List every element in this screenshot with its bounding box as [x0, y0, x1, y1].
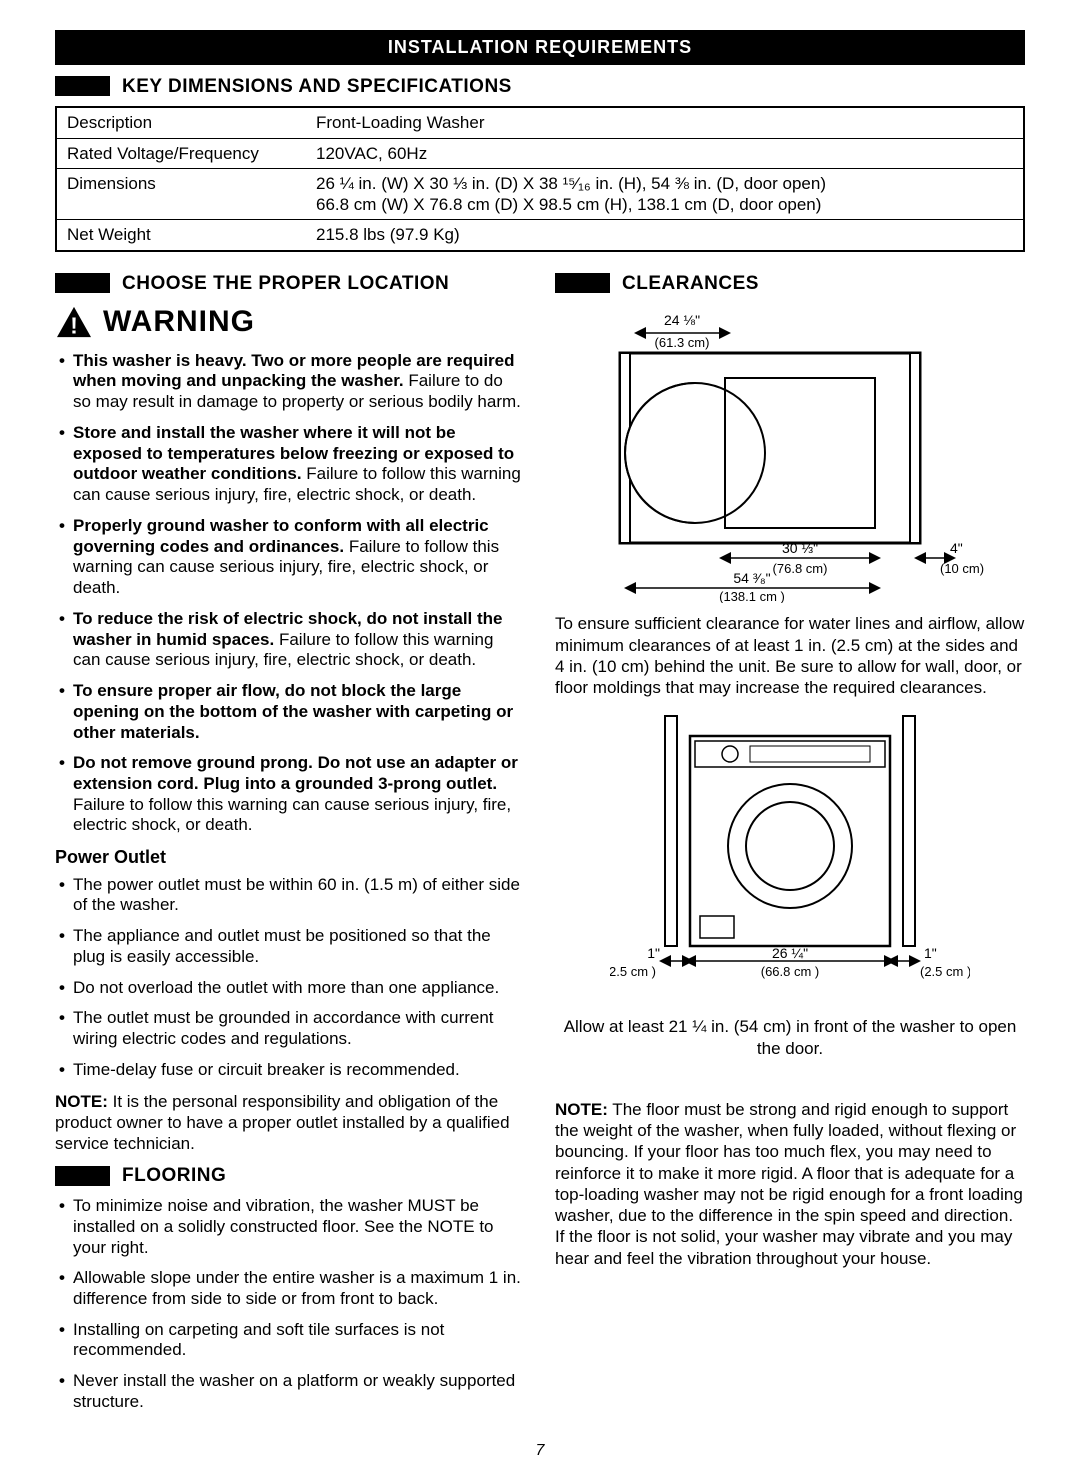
list-item: Never install the washer on a platform o…	[59, 1371, 525, 1412]
list-item: Do not overload the outlet with more tha…	[59, 978, 525, 999]
spec-cell: Dimensions	[56, 168, 306, 220]
flooring-bullets: To minimize noise and vibration, the was…	[55, 1196, 525, 1413]
warning-triangle-icon: !	[55, 305, 93, 339]
spec-cell: Rated Voltage/Frequency	[56, 138, 306, 168]
dim-metric: (138.1 cm )	[719, 589, 785, 603]
sec-location-title: CHOOSE THE PROPER LOCATION	[122, 272, 449, 296]
list-item: This washer is heavy. Two or more people…	[59, 351, 525, 413]
list-item: Allowable slope under the entire washer …	[59, 1268, 525, 1309]
note-bold: NOTE:	[55, 1092, 108, 1111]
header-box	[55, 1166, 110, 1186]
sec-location: CHOOSE THE PROPER LOCATION	[55, 272, 525, 296]
warning-bullets: This washer is heavy. Two or more people…	[55, 351, 525, 836]
warning-label: WARNING	[103, 303, 255, 341]
front-diagram-caption: Allow at least 21 ¼ in. (54 cm) in front…	[555, 1016, 1025, 1059]
bullet-bold: To ensure proper air flow, do not block …	[73, 681, 513, 741]
power-bullets: The power outlet must be within 60 in. (…	[55, 875, 525, 1081]
dim-label: 26 ¼"	[772, 945, 808, 961]
power-outlet-head: Power Outlet	[55, 846, 525, 869]
sec-clearances-title: CLEARANCES	[622, 272, 759, 296]
dim-label: 1"	[924, 945, 937, 961]
list-item: The power outlet must be within 60 in. (…	[59, 875, 525, 916]
spec-table: DescriptionFront-Loading Washer Rated Vo…	[55, 106, 1025, 251]
svg-text:!: !	[70, 312, 78, 338]
list-item: Do not remove ground prong. Do not use a…	[59, 753, 525, 836]
header-box	[55, 273, 110, 293]
list-item: Properly ground washer to conform with a…	[59, 516, 525, 599]
list-item: To reduce the risk of electric shock, do…	[59, 609, 525, 671]
spec-cell: Description	[56, 107, 306, 138]
warning-header: ! WARNING	[55, 303, 525, 341]
list-item: The appliance and outlet must be positio…	[59, 926, 525, 967]
bullet-text: Failure to follow this warning can cause…	[73, 795, 511, 835]
page-number: 7	[55, 1441, 1025, 1461]
list-item: To ensure proper air flow, do not block …	[59, 681, 525, 743]
dim-metric: (76.8 cm)	[773, 561, 828, 576]
dim-metric: (2.5 cm )	[920, 964, 970, 979]
sec-key-dims-title: KEY DIMENSIONS AND SPECIFICATIONS	[122, 75, 512, 99]
right-column: CLEARANCES 24 ⅛" (61.3	[555, 262, 1025, 1423]
clearance-para: To ensure sufficient clearance for water…	[555, 613, 1025, 698]
dim-label: 30 ⅓"	[782, 540, 818, 556]
dim-label: 4"	[950, 540, 963, 556]
list-item: Installing on carpeting and soft tile su…	[59, 1320, 525, 1361]
dim-label: 1"	[647, 945, 660, 961]
spec-cell: Net Weight	[56, 220, 306, 251]
note-bold: NOTE:	[555, 1100, 608, 1119]
dim-metric: (66.8 cm )	[761, 964, 820, 979]
clearance-front-diagram: 1" (2.5 cm ) 26 ¼" (66.8 cm ) 1" (2.5 cm…	[610, 706, 970, 1006]
power-note: NOTE: It is the personal responsibility …	[55, 1091, 525, 1155]
flooring-note: NOTE: The floor must be strong and rigid…	[555, 1099, 1025, 1269]
dim-metric: (2.5 cm )	[610, 964, 656, 979]
list-item: Time-delay fuse or circuit breaker is re…	[59, 1060, 525, 1081]
note-text: The floor must be strong and rigid enoug…	[555, 1100, 1023, 1268]
sec-flooring-title: FLOORING	[122, 1164, 226, 1188]
spec-cell: 120VAC, 60Hz	[306, 138, 1024, 168]
dim-label: 24 ⅛"	[664, 312, 700, 328]
page-banner: INSTALLATION REQUIREMENTS	[55, 30, 1025, 65]
list-item: Store and install the washer where it wi…	[59, 423, 525, 506]
dim-metric: (10 cm)	[940, 561, 984, 576]
sec-key-dims: KEY DIMENSIONS AND SPECIFICATIONS	[55, 75, 1025, 99]
sec-clearances: CLEARANCES	[555, 272, 1025, 296]
note-text: It is the personal responsibility and ob…	[55, 1092, 510, 1154]
list-item: The outlet must be grounded in accordanc…	[59, 1008, 525, 1049]
header-box	[55, 76, 110, 96]
spec-cell: 215.8 lbs (97.9 Kg)	[306, 220, 1024, 251]
dim-metric: (61.3 cm)	[655, 335, 710, 350]
clearance-top-diagram: 24 ⅛" (61.3 cm) 30 ⅓" (76.8 cm) 4" (10 c…	[580, 303, 1000, 603]
sec-flooring: FLOORING	[55, 1164, 525, 1188]
list-item: To minimize noise and vibration, the was…	[59, 1196, 525, 1258]
bullet-bold: Do not remove ground prong. Do not use a…	[73, 753, 518, 793]
spec-cell: Front-Loading Washer	[306, 107, 1024, 138]
spec-cell: 26 ¼ in. (W) X 30 ⅓ in. (D) X 38 ¹⁵⁄₁₆ i…	[306, 168, 1024, 220]
header-box	[555, 273, 610, 293]
dim-label: 54 ³⁄₈"	[733, 570, 770, 586]
left-column: CHOOSE THE PROPER LOCATION ! WARNING Thi…	[55, 262, 525, 1423]
